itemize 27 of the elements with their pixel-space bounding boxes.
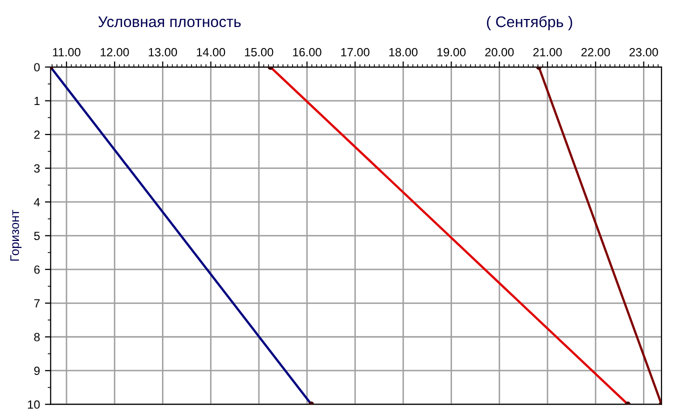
y-tick-label: 6 <box>34 265 40 274</box>
x-tick-label: 16.00 <box>293 48 322 56</box>
y-tick-label: 3 <box>34 164 40 173</box>
x-tick-label: 22.00 <box>581 48 610 56</box>
x-tick-label: 12.00 <box>100 48 129 56</box>
x-tick-label: 17.00 <box>341 48 370 56</box>
y-tick-label: 10 <box>28 400 40 409</box>
x-tick-label: 19.00 <box>437 48 466 56</box>
x-tick-label: 15.00 <box>245 48 274 56</box>
x-tick-label: 13.00 <box>148 48 178 56</box>
chart-title: Условная плотность <box>98 16 241 28</box>
y-axis-title: Горизонт <box>10 210 22 261</box>
x-tick-label: 21.00 <box>533 48 562 56</box>
x-tick-label: 14.00 <box>196 48 226 56</box>
chart-subtitle: ( Сентябрь ) <box>486 16 572 30</box>
y-tick-label: 8 <box>34 332 40 342</box>
y-tick-label: 5 <box>34 232 40 240</box>
x-tick-label: 23.00 <box>630 48 658 56</box>
x-tick-label: 18.00 <box>389 48 418 56</box>
x-tick-label: 11.00 <box>53 48 80 56</box>
x-tick-label: 20.00 <box>485 48 514 56</box>
y-tick-label: 0 <box>34 63 40 72</box>
y-tick-label: 4 <box>34 198 40 206</box>
y-tick-label: 9 <box>34 366 40 375</box>
y-tick-label: 2 <box>34 130 40 139</box>
y-tick-label: 1 <box>34 96 40 106</box>
y-tick-label: 7 <box>34 299 40 308</box>
